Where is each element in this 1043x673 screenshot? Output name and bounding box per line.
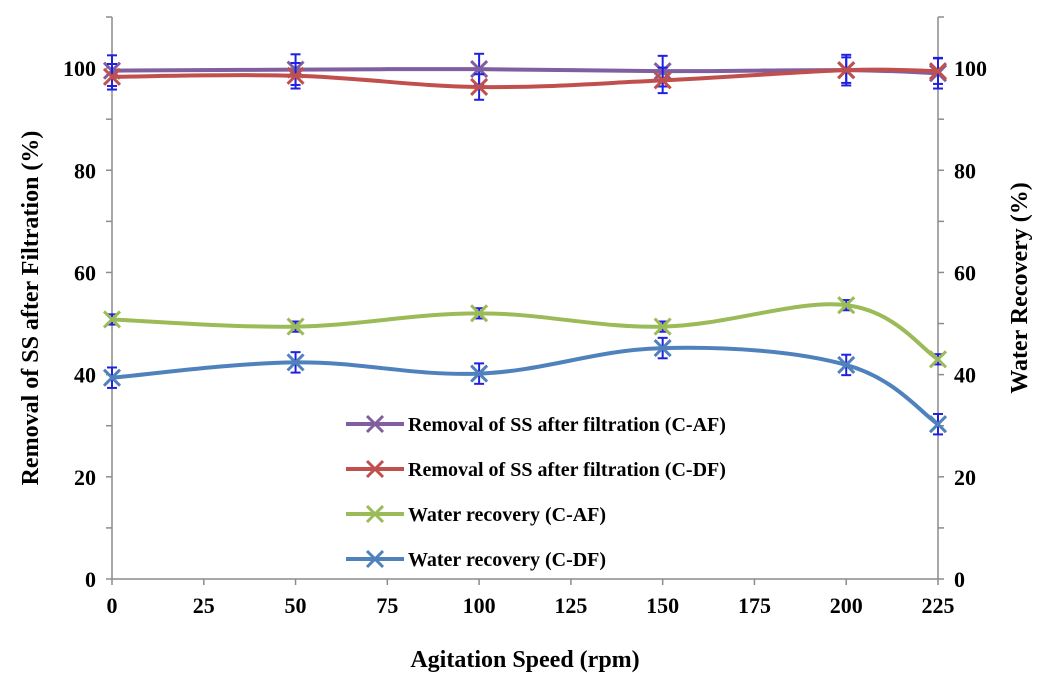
y2-tick-label: 80: [954, 158, 976, 183]
y2-axis-title: Water Recovery (%): [1007, 182, 1033, 393]
data-point: [928, 350, 948, 369]
y2-tick-label: 0: [954, 567, 965, 592]
data-point: [286, 353, 305, 372]
x-tick-label: 75: [376, 593, 398, 618]
series-3: [102, 296, 948, 369]
marker-stroke: [928, 350, 948, 369]
marker-stroke: [653, 339, 672, 358]
marker-stroke: [837, 61, 856, 80]
legend-item-4: Water recovery (C-DF): [346, 549, 606, 571]
legend-item-3: Water recovery (C-AF): [346, 504, 606, 526]
x-tick-label: 25: [193, 593, 215, 618]
x-tick-label: 225: [922, 593, 955, 618]
marker-stroke: [365, 504, 385, 524]
data-point: [102, 368, 122, 387]
marker-stroke: [286, 66, 305, 85]
data-point: [653, 317, 672, 336]
x-tick-label: 125: [554, 593, 587, 618]
data-point: [837, 355, 856, 374]
marker-stroke: [365, 459, 385, 479]
data-point: [837, 61, 856, 80]
legend: Removal of SS after filtration (C-AF) Rem…: [346, 414, 726, 571]
y2-tick-label: 100: [954, 56, 987, 81]
marker-stroke: [102, 67, 122, 86]
marker-stroke: [470, 364, 489, 383]
y-tick-label: 20: [74, 465, 96, 490]
legend-label: Removal of SS after filtration (C-AF): [408, 414, 726, 436]
x-tick-label: 100: [463, 593, 496, 618]
data-point: [928, 415, 948, 434]
legend-swatch-marker: [365, 414, 385, 434]
y2-tick-label: 60: [954, 260, 976, 285]
tick-labels: 0 20 40 60 80 100 0 20 40 60 80 100 0 25 50 75 100 125 150…: [63, 56, 987, 618]
legend-label: Water recovery (C-AF): [408, 504, 606, 526]
legend-swatch-marker: [365, 504, 385, 524]
marker-stroke: [837, 296, 856, 315]
series-line: [110, 67, 940, 90]
marker-stroke: [653, 71, 672, 90]
x-tick-label: 50: [285, 593, 307, 618]
data-point: [286, 66, 305, 85]
marker-stroke: [470, 60, 489, 79]
marker-stroke: [653, 317, 672, 336]
x-tick-label: 0: [107, 593, 118, 618]
data-point: [470, 304, 489, 323]
marker-stroke: [365, 414, 385, 434]
data-point: [928, 62, 948, 81]
marker-stroke: [365, 549, 385, 569]
legend-item-2: Removal of SS after filtration (C-DF): [346, 459, 726, 481]
legend-label: Water recovery (C-DF): [408, 549, 606, 571]
marker-stroke: [470, 304, 489, 323]
x-tick-label: 200: [830, 593, 863, 618]
marker-stroke: [837, 355, 856, 374]
legend-item-1: Removal of SS after filtration (C-AF): [346, 414, 726, 436]
y-tick-label: 60: [74, 260, 96, 285]
x-axis-title: Agitation Speed (rpm): [410, 647, 639, 673]
legend-swatch-marker: [365, 459, 385, 479]
marker-stroke: [928, 62, 948, 81]
y-tick-label: 40: [74, 363, 96, 388]
data-point: [102, 67, 122, 86]
marker-stroke: [102, 368, 122, 387]
series-2: [102, 56, 948, 101]
data-point: [470, 77, 489, 97]
y2-tick-label: 20: [954, 465, 976, 490]
y-axis-title: Removal of SS after Filtration (%): [18, 131, 44, 486]
series-line: [110, 345, 940, 427]
y2-tick-label: 40: [954, 363, 976, 388]
y-tick-label: 0: [85, 567, 96, 592]
x-tick-label: 175: [738, 593, 771, 618]
series-group: [102, 52, 948, 436]
marker-stroke: [286, 353, 305, 372]
data-point: [470, 60, 489, 79]
y-tick-label: 80: [74, 158, 96, 183]
data-point: [286, 317, 305, 336]
data-point: [653, 71, 672, 90]
marker-stroke: [470, 77, 489, 97]
legend-label: Removal of SS after filtration (C-DF): [408, 459, 726, 481]
data-point: [470, 364, 489, 383]
axes: [106, 16, 944, 585]
data-point: [837, 296, 856, 315]
data-point: [653, 339, 672, 358]
legend-swatch-marker: [365, 549, 385, 569]
series-line: [110, 302, 940, 362]
data-point: [102, 310, 122, 329]
marker-stroke: [928, 415, 948, 434]
series-4: [102, 336, 948, 436]
x-tick-label: 150: [646, 593, 679, 618]
marker-stroke: [102, 310, 122, 329]
marker-stroke: [286, 317, 305, 336]
y-tick-label: 100: [63, 56, 96, 81]
